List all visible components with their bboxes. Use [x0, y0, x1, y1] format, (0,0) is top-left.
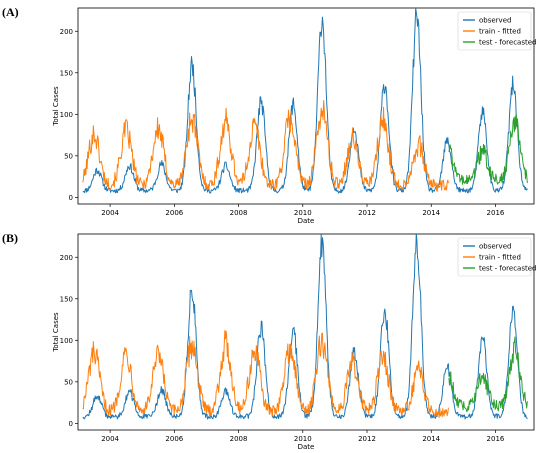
series-train-fitted-b: [82, 330, 449, 418]
x-tick-label: 2006: [165, 209, 183, 217]
legend-a: observed train - fitted test - forecaste…: [457, 11, 536, 51]
panel-label-b: (B): [2, 231, 18, 245]
x-ticks-b: 2004 2006 2008 2010 2012 2014 2016: [101, 430, 505, 443]
legend-box-b: [457, 237, 532, 277]
legend-b: observed train - fitted test - forecaste…: [457, 237, 536, 277]
y-tick-label: 150: [60, 69, 73, 77]
y-tick-label: 200: [60, 28, 73, 36]
x-tick-label: 2008: [230, 209, 248, 217]
y-tick-label: 0: [69, 194, 73, 202]
series-test-forecasted-b: [448, 336, 528, 413]
x-tick-label: 2016: [487, 209, 505, 217]
y-ticks-b: 0 50 100 150 200: [60, 254, 78, 428]
legend-box-a: [457, 11, 532, 51]
panel-label-a: (A): [2, 5, 19, 19]
legend-label-test-b: test - forecasted: [479, 265, 536, 273]
y-tick-label: 150: [60, 295, 73, 303]
series-lines-a: [82, 8, 528, 194]
y-tick-label: 100: [60, 111, 73, 119]
legend-label-test-a: test - forecasted: [479, 39, 536, 47]
x-tick-label: 2004: [101, 209, 119, 217]
legend-label-train-b: train - fitted: [479, 254, 521, 262]
legend-label-observed-b: observed: [479, 243, 511, 251]
series-lines-b: [82, 234, 528, 420]
x-axis-label-a: Date: [298, 217, 315, 225]
y-axis-label-b: Total Cases: [52, 312, 60, 353]
x-tick-label: 2006: [165, 435, 183, 443]
x-tick-label: 2016: [487, 435, 505, 443]
y-tick-label: 200: [60, 254, 73, 262]
y-ticks-a: 0 50 100 150 200: [60, 28, 78, 202]
legend-label-train-a: train - fitted: [479, 28, 521, 36]
y-tick-label: 50: [64, 378, 73, 386]
x-tick-label: 2012: [358, 209, 376, 217]
series-train-fitted-a: [82, 100, 449, 192]
x-ticks-a: 2004 2006 2008 2010 2012 2014 2016: [101, 204, 505, 217]
panel-a: (A) 2004 2006 2008 2010 2012 2014 2016 0 50 100 1…: [2, 5, 536, 225]
y-axis-label-a: Total Cases: [52, 86, 60, 127]
y-tick-label: 50: [64, 152, 73, 160]
x-tick-label: 2014: [422, 435, 440, 443]
y-tick-label: 100: [60, 337, 73, 345]
panel-b: (B) 2004 2006 2008 2010 2012 2014 2016 0 50 100 1…: [2, 231, 536, 451]
legend-label-observed-a: observed: [479, 17, 511, 25]
x-tick-label: 2004: [101, 435, 119, 443]
x-tick-label: 2014: [422, 209, 440, 217]
series-test-forecasted-a: [448, 113, 528, 185]
series-observed-b: [82, 234, 528, 420]
plot-frame-b: [77, 233, 535, 431]
x-tick-label: 2008: [230, 435, 248, 443]
x-tick-label: 2012: [358, 435, 376, 443]
x-axis-label-b: Date: [298, 443, 315, 451]
x-tick-label: 2010: [294, 435, 312, 443]
plot-frame-a: [77, 7, 535, 205]
x-tick-label: 2010: [294, 209, 312, 217]
y-tick-label: 0: [69, 420, 73, 428]
